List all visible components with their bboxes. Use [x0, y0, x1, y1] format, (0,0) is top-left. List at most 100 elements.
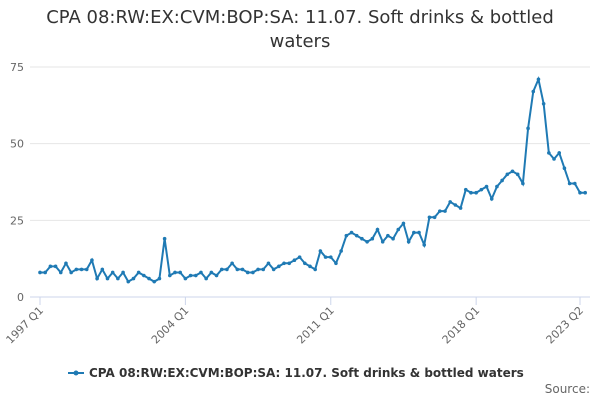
data-point	[313, 267, 317, 272]
y-tick-label: 25	[10, 214, 24, 227]
data-point	[453, 203, 458, 207]
data-point	[323, 255, 328, 259]
data-point	[178, 270, 182, 275]
data-point	[489, 197, 494, 201]
data-point	[204, 276, 208, 281]
data-point	[396, 227, 401, 232]
data-point	[370, 236, 375, 241]
data-point	[162, 236, 167, 241]
x-tick-label: 2023 Q2	[544, 304, 587, 347]
data-point	[354, 233, 359, 238]
data-point	[557, 151, 562, 155]
data-point	[375, 227, 380, 232]
data-point	[157, 276, 162, 281]
data-point	[199, 270, 203, 275]
data-point	[277, 264, 281, 269]
data-point	[240, 267, 245, 272]
data-point	[90, 258, 94, 263]
data-point	[360, 236, 364, 241]
data-point	[349, 230, 354, 235]
data-line	[40, 75, 586, 284]
data-point	[567, 181, 572, 186]
data-point	[38, 270, 42, 275]
data-point	[443, 209, 447, 213]
data-point	[541, 102, 546, 106]
data-point	[448, 200, 452, 204]
data-point	[552, 157, 556, 161]
data-point	[344, 233, 349, 238]
data-point	[526, 126, 530, 131]
source: Source:	[545, 382, 590, 396]
data-point	[391, 236, 395, 241]
data-point	[126, 279, 131, 284]
data-point	[318, 249, 323, 253]
data-point	[147, 276, 151, 281]
data-point	[131, 276, 136, 281]
data-point	[583, 190, 587, 195]
data-point	[412, 230, 416, 235]
data-point	[105, 276, 110, 281]
data-point	[500, 178, 504, 183]
x-tick-label: 2011 Q1	[294, 304, 337, 347]
data-point	[458, 206, 463, 210]
x-tick-label: 2018 Q1	[440, 304, 483, 347]
data-point	[173, 270, 177, 275]
legend-label: CPA 08:RW:EX:CVM:BOP:SA: 11.07. Soft dri…	[89, 366, 524, 380]
data-point	[53, 264, 58, 269]
data-point	[474, 190, 478, 195]
data-point	[339, 249, 343, 253]
data-point	[261, 267, 266, 272]
data-point	[510, 169, 515, 174]
chart-title: CPA 08:RW:EX:CVM:BOP:SA: 11.07. Soft dri…	[46, 7, 554, 52]
x-tick-label: 2004 Q1	[149, 304, 192, 347]
data-point	[292, 258, 297, 263]
data-point	[562, 166, 567, 170]
data-point	[121, 270, 125, 275]
data-point	[469, 190, 473, 195]
data-point	[95, 276, 99, 281]
data-point	[531, 89, 536, 94]
data-point	[84, 267, 89, 272]
data-point	[463, 187, 468, 192]
data-point	[287, 261, 292, 266]
data-point	[100, 267, 105, 272]
data-point	[297, 255, 302, 259]
data-point	[495, 184, 499, 189]
data-point	[152, 279, 157, 284]
data-point	[214, 273, 219, 278]
y-tick-label: 75	[10, 61, 24, 74]
data-point	[183, 276, 188, 281]
data-point	[328, 255, 333, 259]
data-point	[515, 172, 520, 177]
data-point	[521, 181, 525, 186]
data-point	[136, 270, 141, 275]
data-point	[303, 261, 307, 266]
data-point	[380, 240, 385, 244]
data-point	[116, 276, 120, 281]
data-point	[401, 221, 406, 226]
data-point	[417, 230, 421, 235]
data-point	[282, 261, 286, 266]
data-point	[536, 77, 541, 82]
data-point	[188, 273, 193, 278]
data-point	[193, 273, 198, 278]
data-point	[484, 184, 489, 189]
data-point	[48, 264, 53, 269]
data-point	[547, 151, 551, 155]
data-point	[256, 267, 260, 272]
data-point	[334, 261, 338, 266]
data-point	[230, 261, 234, 266]
data-point	[245, 270, 250, 275]
data-point	[427, 215, 432, 220]
data-point	[308, 264, 312, 269]
data-point	[58, 270, 63, 275]
data-point	[578, 190, 582, 195]
data-point	[235, 267, 240, 272]
data-point	[479, 187, 484, 192]
data-point	[422, 243, 427, 247]
data-point	[386, 233, 390, 238]
data-point	[225, 267, 229, 272]
y-tick-label: 0	[17, 291, 24, 304]
